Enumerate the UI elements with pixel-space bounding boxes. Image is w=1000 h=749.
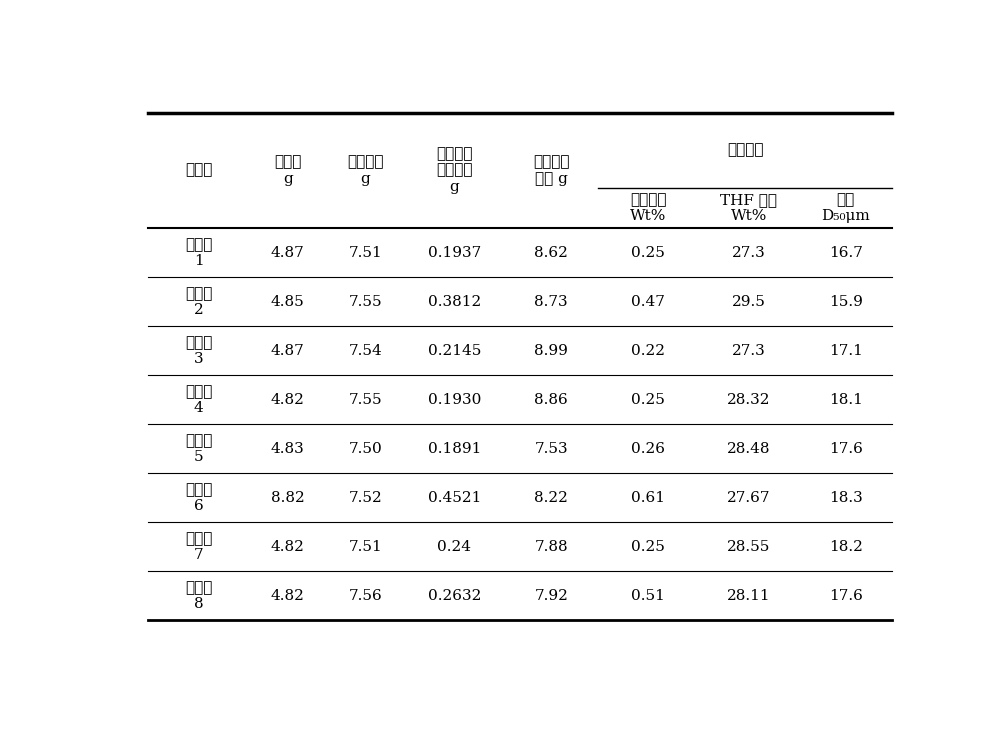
Text: 0.4521: 0.4521 bbox=[428, 491, 481, 505]
Text: 0.61: 0.61 bbox=[631, 491, 665, 505]
Text: 7.55: 7.55 bbox=[348, 393, 382, 407]
Text: 实施例
6: 实施例 6 bbox=[185, 483, 212, 513]
Text: 后过渡金
属络合物
g: 后过渡金 属络合物 g bbox=[436, 148, 473, 194]
Text: 8.73: 8.73 bbox=[534, 295, 568, 309]
Text: 实施例
1: 实施例 1 bbox=[185, 237, 212, 268]
Text: 28.55: 28.55 bbox=[727, 540, 771, 554]
Text: 27.67: 27.67 bbox=[727, 491, 771, 505]
Text: 0.26: 0.26 bbox=[631, 442, 665, 456]
Text: 17.6: 17.6 bbox=[829, 589, 863, 603]
Text: 实施例
2: 实施例 2 bbox=[185, 287, 212, 317]
Text: 7.51: 7.51 bbox=[348, 246, 382, 260]
Text: 27.3: 27.3 bbox=[732, 344, 766, 358]
Text: 4.87: 4.87 bbox=[271, 246, 305, 260]
Text: 7.53: 7.53 bbox=[534, 442, 568, 456]
Text: 实施例
4: 实施例 4 bbox=[185, 385, 212, 415]
Text: 18.2: 18.2 bbox=[829, 540, 863, 554]
Text: 8.99: 8.99 bbox=[534, 344, 568, 358]
Text: 4.82: 4.82 bbox=[271, 540, 305, 554]
Text: 18.3: 18.3 bbox=[829, 491, 863, 505]
Text: 28.32: 28.32 bbox=[727, 393, 771, 407]
Text: 0.2632: 0.2632 bbox=[428, 589, 481, 603]
Text: 15.9: 15.9 bbox=[829, 295, 863, 309]
Text: 4.87: 4.87 bbox=[271, 344, 305, 358]
Text: 0.25: 0.25 bbox=[631, 246, 665, 260]
Text: 实施例
5: 实施例 5 bbox=[185, 434, 212, 464]
Text: 4.82: 4.82 bbox=[271, 589, 305, 603]
Text: 实施例
3: 实施例 3 bbox=[185, 336, 212, 366]
Text: THF 含量
Wt%: THF 含量 Wt% bbox=[720, 193, 777, 223]
Text: 16.7: 16.7 bbox=[829, 246, 863, 260]
Text: 实施例
7: 实施例 7 bbox=[185, 532, 212, 562]
Text: 催化剂: 催化剂 bbox=[185, 163, 212, 178]
Text: 7.88: 7.88 bbox=[534, 540, 568, 554]
Text: 7.54: 7.54 bbox=[348, 344, 382, 358]
Text: 0.22: 0.22 bbox=[631, 344, 665, 358]
Text: 0.24: 0.24 bbox=[437, 540, 471, 554]
Text: 金属含量
Wt%: 金属含量 Wt% bbox=[630, 193, 666, 223]
Text: 8.86: 8.86 bbox=[534, 393, 568, 407]
Text: 7.92: 7.92 bbox=[534, 589, 568, 603]
Text: 负载催化
剂量 g: 负载催化 剂量 g bbox=[533, 156, 570, 186]
Text: 0.25: 0.25 bbox=[631, 540, 665, 554]
Text: 0.51: 0.51 bbox=[631, 589, 665, 603]
Text: 0.2145: 0.2145 bbox=[428, 344, 481, 358]
Text: 0.47: 0.47 bbox=[631, 295, 665, 309]
Text: 7.51: 7.51 bbox=[348, 540, 382, 554]
Text: 0.3812: 0.3812 bbox=[428, 295, 481, 309]
Text: 0.1930: 0.1930 bbox=[428, 393, 481, 407]
Text: 8.62: 8.62 bbox=[534, 246, 568, 260]
Text: 8.22: 8.22 bbox=[534, 491, 568, 505]
Text: 28.48: 28.48 bbox=[727, 442, 771, 456]
Text: 4.83: 4.83 bbox=[271, 442, 305, 456]
Text: 28.11: 28.11 bbox=[727, 589, 771, 603]
Text: 4.82: 4.82 bbox=[271, 393, 305, 407]
Text: 27.3: 27.3 bbox=[732, 246, 766, 260]
Text: 氯化镁
g: 氯化镁 g bbox=[274, 156, 301, 186]
Text: 0.1937: 0.1937 bbox=[428, 246, 481, 260]
Text: 二氧化硅
g: 二氧化硅 g bbox=[347, 156, 384, 186]
Text: 29.5: 29.5 bbox=[732, 295, 766, 309]
Text: 7.52: 7.52 bbox=[348, 491, 382, 505]
Text: 17.1: 17.1 bbox=[829, 344, 863, 358]
Text: 18.1: 18.1 bbox=[829, 393, 863, 407]
Text: 8.82: 8.82 bbox=[271, 491, 305, 505]
Text: 4.85: 4.85 bbox=[271, 295, 305, 309]
Text: 17.6: 17.6 bbox=[829, 442, 863, 456]
Text: 粒径
D₅₀μm: 粒径 D₅₀μm bbox=[821, 193, 870, 223]
Text: 0.1891: 0.1891 bbox=[428, 442, 481, 456]
Text: 7.55: 7.55 bbox=[348, 295, 382, 309]
Text: 分析结果: 分析结果 bbox=[727, 144, 763, 157]
Text: 0.25: 0.25 bbox=[631, 393, 665, 407]
Text: 7.56: 7.56 bbox=[348, 589, 382, 603]
Text: 实施例
8: 实施例 8 bbox=[185, 581, 212, 611]
Text: 7.50: 7.50 bbox=[348, 442, 382, 456]
